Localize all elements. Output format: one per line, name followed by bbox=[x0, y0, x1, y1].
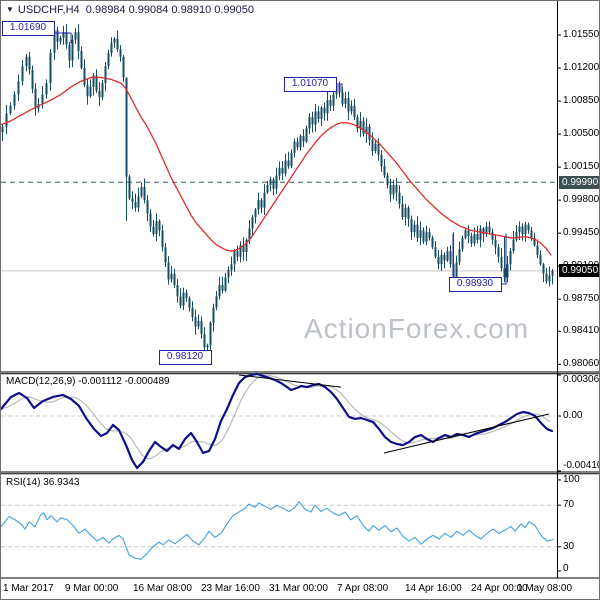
macd-indicator-label: MACD(12,26,9) -0.001112 -0.000489 bbox=[6, 376, 170, 387]
time-tick-label: 23 Mar 16:00 bbox=[201, 583, 260, 594]
rsi-tick-label: 100 bbox=[563, 474, 580, 485]
chart-title-ohlc: 0.98984 0.99084 0.98910 0.99050 bbox=[85, 4, 254, 16]
chart-title-bar: ▼ USDCHF,H4 0.98984 0.99084 0.98910 0.990… bbox=[6, 4, 254, 16]
time-tick-label: 31 Mar 00:00 bbox=[269, 583, 328, 594]
rsi-tick-label: 70 bbox=[563, 499, 575, 511]
time-tick-label: 14 Apr 16:00 bbox=[405, 583, 462, 594]
macd-tick-label: -0.004104 bbox=[563, 460, 599, 471]
time-tick-label: 7 Apr 08:00 bbox=[337, 583, 389, 594]
price-tick-label: 0.99800 bbox=[563, 194, 600, 206]
time-tick-label: 24 Apr 00:00 bbox=[471, 583, 528, 594]
rsi-panel bbox=[1, 501, 557, 560]
price-annotations bbox=[2, 21, 507, 365]
price-tick-label: 1.00850 bbox=[563, 95, 600, 107]
time-tick-label: 1 May 08:00 bbox=[517, 583, 573, 594]
price-level-badge: 0.99990 bbox=[559, 175, 599, 189]
time-tick-label: 16 Mar 08:00 bbox=[133, 583, 192, 594]
price-annotation-label: 0.98930 bbox=[456, 278, 494, 289]
macd-panel bbox=[1, 372, 557, 470]
price-tick-label: 0.99450 bbox=[563, 227, 600, 239]
price-annotation-label: 0.98120 bbox=[166, 351, 204, 362]
price-annotation-label: 1.01070 bbox=[291, 78, 329, 89]
moving-average-line bbox=[1, 76, 552, 256]
price-tick-label: 0.98060 bbox=[563, 358, 600, 370]
time-tick-label: 9 Mar 00:00 bbox=[65, 583, 119, 594]
macd-tick-label: 0.00 bbox=[563, 410, 583, 421]
chart-frame bbox=[1, 1, 599, 579]
candlestick-series bbox=[1, 21, 554, 359]
chart-title-symbol: USDCHF,H4 bbox=[17, 4, 80, 16]
price-annotation-label: 1.01690 bbox=[9, 22, 47, 33]
price-level-lines bbox=[1, 181, 557, 272]
last-price-badge: 0.99050 bbox=[559, 264, 599, 278]
rsi-tick-label: 0 bbox=[563, 563, 569, 574]
macd-tick-label: 0.003063 bbox=[563, 374, 600, 385]
symbol-dropdown-icon[interactable]: ▼ bbox=[6, 5, 14, 14]
price-tick-label: 1.01200 bbox=[563, 62, 600, 74]
time-tick-label: 1 Mar 2017 bbox=[3, 583, 54, 594]
axis-ticks bbox=[557, 34, 561, 572]
price-tick-label: 1.00500 bbox=[563, 128, 600, 140]
watermark: ActionForex.com bbox=[304, 313, 530, 344]
rsi-indicator-label: RSI(14) 36.9343 bbox=[6, 477, 80, 488]
price-tick-label: 0.98410 bbox=[563, 325, 600, 337]
price-tick-label: 0.98750 bbox=[563, 293, 600, 305]
rsi-tick-label: 30 bbox=[563, 540, 575, 552]
price-tick-label: 1.01550 bbox=[563, 29, 600, 40]
price-tick-label: 1.00150 bbox=[563, 161, 600, 173]
